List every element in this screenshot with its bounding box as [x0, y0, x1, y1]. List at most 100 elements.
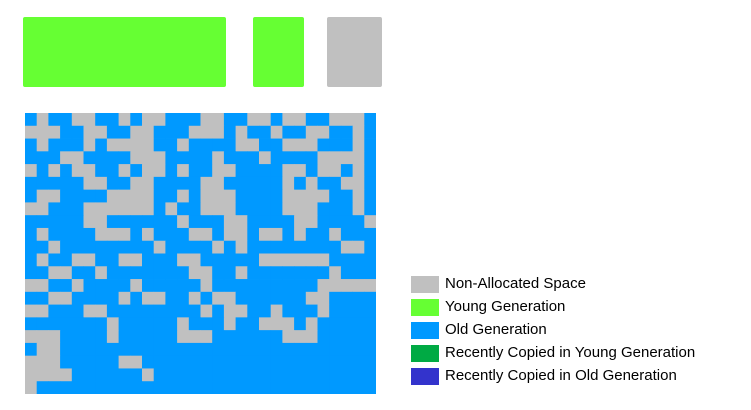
- old-generation-cell: [247, 266, 260, 280]
- old-generation-cell: [106, 342, 119, 357]
- non-allocated-cell: [340, 279, 353, 293]
- old-generation-cell: [259, 125, 272, 139]
- non-allocated-cell: [200, 304, 213, 318]
- legend-label: Recently Copied in Old Generation: [445, 367, 677, 384]
- old-generation-cell: [177, 304, 190, 318]
- old-generation-cell: [282, 125, 295, 139]
- old-generation-cell: [223, 253, 236, 267]
- non-allocated-cell: [282, 189, 295, 203]
- old-generation-cell: [165, 342, 178, 357]
- old-generation-cell: [329, 291, 342, 305]
- non-allocated-cell: [294, 227, 307, 242]
- non-allocated-cell: [106, 138, 119, 152]
- non-allocated-cell: [200, 266, 213, 280]
- non-allocated-cell: [130, 138, 143, 152]
- old-generation-cell: [165, 138, 178, 152]
- non-allocated-cell: [95, 304, 108, 318]
- old-generation-cell: [212, 355, 225, 369]
- old-generation-cell: [212, 368, 225, 382]
- non-allocated-cell: [118, 253, 131, 267]
- old-generation-cell: [71, 291, 84, 305]
- old-generation-cell: [364, 125, 376, 139]
- non-allocated-cell: [142, 227, 155, 242]
- old-generation-cell: [60, 189, 73, 203]
- non-allocated-cell: [142, 291, 155, 305]
- old-generation-cell: [212, 253, 225, 267]
- old-generation-cell: [317, 342, 330, 357]
- old-generation-cell: [364, 266, 376, 280]
- non-allocated-cell: [48, 125, 61, 139]
- old-generation-cell: [165, 381, 178, 394]
- old-generation-cell: [329, 304, 342, 318]
- old-generation-cell: [317, 330, 330, 344]
- old-generation-cell: [142, 215, 155, 229]
- old-generation-cell: [177, 279, 190, 293]
- old-generation-cell: [223, 138, 236, 152]
- old-generation-cell: [247, 304, 260, 318]
- old-generation-cell: [83, 266, 96, 280]
- old-generation-cell: [48, 176, 61, 191]
- non-allocated-cell: [212, 291, 225, 305]
- old-generation-cell: [153, 176, 166, 191]
- old-generation-cell: [188, 342, 201, 357]
- old-generation-cell: [71, 266, 84, 280]
- old-generation-cell: [153, 279, 166, 293]
- non-allocated-cell: [130, 355, 143, 369]
- non-allocated-cell: [282, 164, 295, 178]
- old-generation-cell: [188, 240, 201, 254]
- old-generation-cell: [118, 176, 131, 191]
- old-generation-cell: [270, 330, 283, 344]
- non-allocated-cell: [188, 266, 201, 280]
- non-allocated-cell: [329, 164, 342, 178]
- old-generation-cell: [200, 342, 213, 357]
- non-allocated-cell: [36, 253, 49, 267]
- old-generation-cell: [165, 330, 178, 344]
- old-generation-cell: [48, 279, 61, 293]
- old-generation-cell: [235, 202, 248, 216]
- old-generation-cell: [200, 355, 213, 369]
- non-allocated-cell: [130, 176, 143, 191]
- old-generation-cell: [142, 253, 155, 267]
- old-generation-cell: [259, 355, 272, 369]
- old-generation-cell: [177, 381, 190, 394]
- non-allocated-cell: [95, 227, 108, 242]
- old-generation-cell: [71, 330, 84, 344]
- non-allocated-cell: [130, 202, 143, 216]
- non-allocated-cell: [36, 189, 49, 203]
- non-allocated-cell: [259, 253, 272, 267]
- old-generation-cell: [223, 381, 236, 394]
- old-generation-cell: [165, 189, 178, 203]
- old-generation-cell: [95, 138, 108, 152]
- old-generation-cell: [106, 279, 119, 293]
- non-allocated-cell: [25, 330, 38, 344]
- non-allocated-cell: [142, 125, 155, 139]
- old-generation-cell: [118, 240, 131, 254]
- old-generation-cell: [60, 202, 73, 216]
- non-allocated-cell: [223, 202, 236, 216]
- non-allocated-cell: [36, 113, 49, 127]
- old-generation-cell: [294, 125, 307, 139]
- non-allocated-cell: [235, 240, 248, 254]
- old-generation-cell: [130, 304, 143, 318]
- old-generation-cell: [364, 304, 376, 318]
- non-allocated-cell: [200, 227, 213, 242]
- old-generation-cell: [223, 330, 236, 344]
- old-generation-cell: [60, 355, 73, 369]
- old-generation-cell: [106, 125, 119, 139]
- old-generation-cell: [118, 125, 131, 139]
- old-generation-cell: [165, 215, 178, 229]
- non-allocated-cell: [340, 151, 353, 165]
- old-generation-cell: [188, 279, 201, 293]
- old-generation-cell: [71, 368, 84, 382]
- old-generation-cell: [106, 368, 119, 382]
- non-allocated-cell: [95, 176, 108, 191]
- old-generation-cell: [200, 381, 213, 394]
- old-generation-cell: [25, 189, 38, 203]
- old-generation-cell: [259, 240, 272, 254]
- non-allocated-cell: [118, 355, 131, 369]
- old-generation-cell: [118, 151, 131, 165]
- non-allocated-cell: [83, 215, 96, 229]
- old-generation-cell: [95, 151, 108, 165]
- old-generation-cell: [223, 240, 236, 254]
- old-generation-cell: [305, 151, 318, 165]
